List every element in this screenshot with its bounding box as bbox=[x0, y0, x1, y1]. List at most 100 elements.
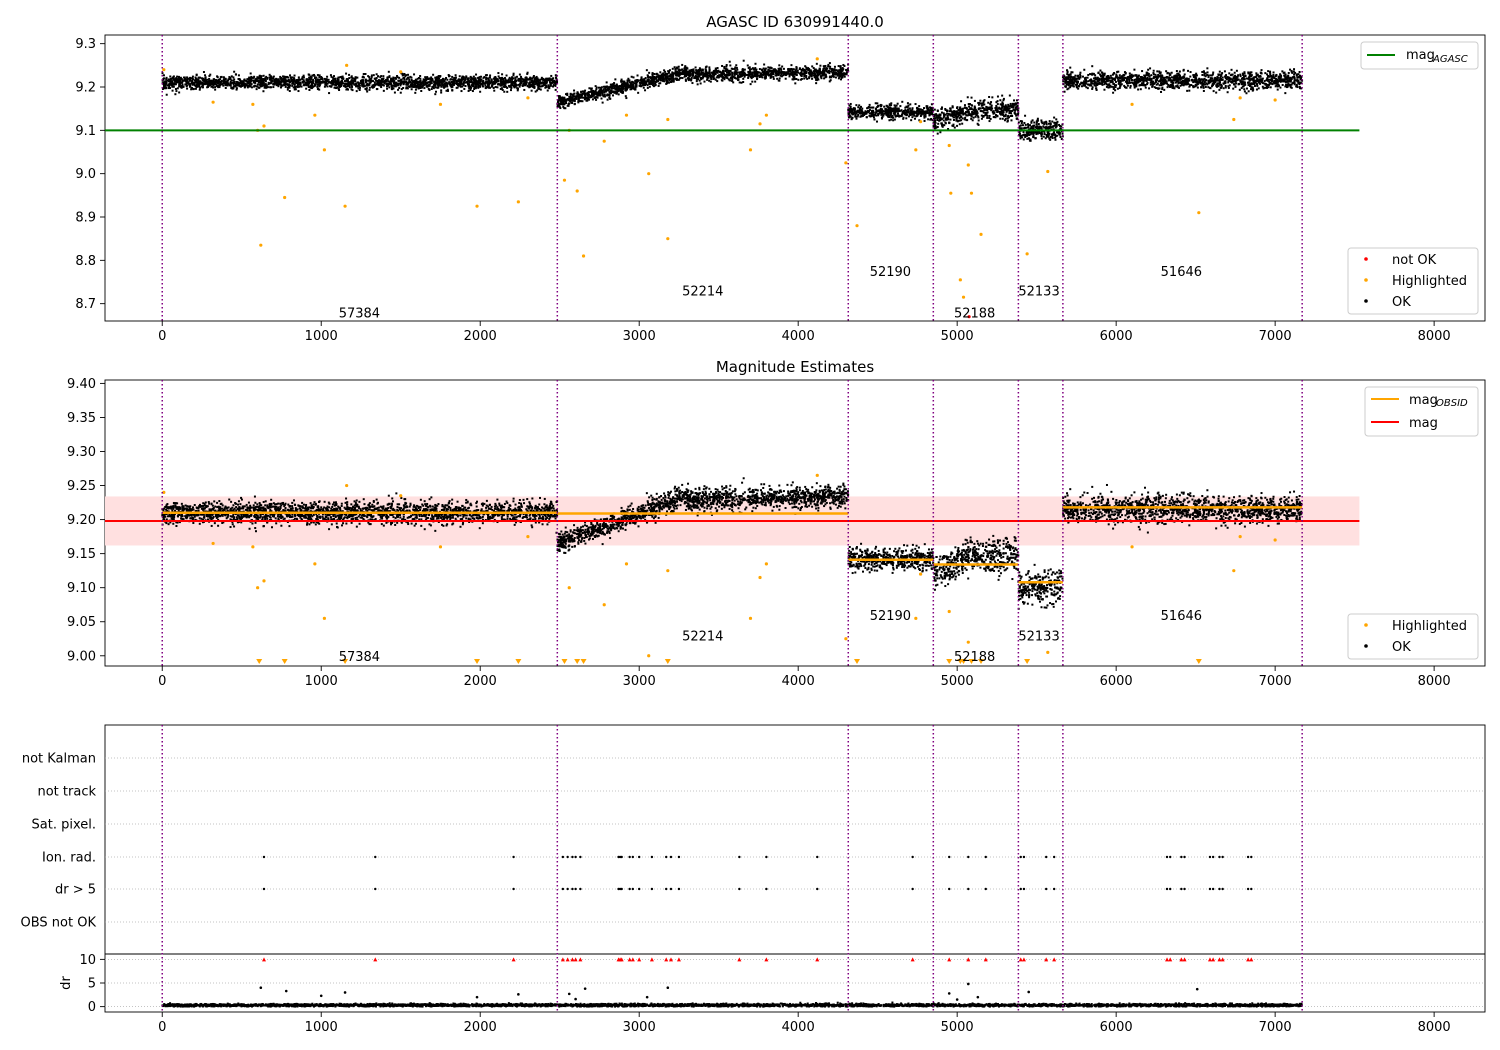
panel1-ok-point bbox=[472, 75, 475, 78]
panel1-ok-point bbox=[760, 68, 763, 71]
panel1-ok-point bbox=[988, 116, 991, 119]
panel1-ok-point bbox=[783, 71, 786, 74]
panel1-ok-point bbox=[262, 82, 265, 85]
panel1-ok-point bbox=[906, 111, 909, 114]
panel1-ok-point bbox=[501, 73, 504, 76]
panel1-ok-point bbox=[471, 90, 474, 93]
panel1-ok-point bbox=[536, 77, 539, 80]
panel1-ok-point bbox=[323, 80, 326, 83]
panel1-ok-point bbox=[1007, 105, 1010, 108]
panel1-ok-point bbox=[909, 103, 912, 106]
panel1-ok-point bbox=[701, 69, 704, 72]
panel1-ok-point bbox=[573, 97, 576, 100]
panel1-ok-point bbox=[920, 112, 923, 115]
panel1-ok-point bbox=[548, 85, 551, 88]
panel1-ok-point bbox=[907, 108, 910, 111]
panel1-ok-point bbox=[413, 79, 416, 82]
panel1-ok-point bbox=[467, 85, 470, 88]
panel1-ok-point bbox=[888, 114, 891, 117]
panel1-ok-point bbox=[880, 104, 883, 107]
panel1-ok-point bbox=[559, 99, 562, 102]
panel1-ok-point bbox=[977, 115, 980, 118]
panel1-ok-point bbox=[536, 83, 539, 86]
panel1-ok-point bbox=[688, 74, 691, 77]
panel1-ok-point bbox=[819, 72, 822, 75]
panel1-ok-point bbox=[835, 73, 838, 76]
panel1-ok-point bbox=[847, 63, 850, 66]
panel1-ok-point bbox=[330, 81, 333, 84]
panel1-ok-point bbox=[754, 67, 757, 70]
panel1-ok-point bbox=[187, 77, 190, 80]
panel1-ok-point bbox=[258, 86, 261, 89]
panel1-ok-point bbox=[269, 78, 272, 81]
panel1-ok-point bbox=[640, 76, 643, 79]
panel1-ok-point bbox=[396, 76, 399, 79]
panel1-ok-point bbox=[412, 80, 415, 83]
panel1-ok-point bbox=[666, 72, 669, 75]
panel1-ok-point bbox=[206, 80, 209, 83]
panel1-ok-point bbox=[713, 77, 716, 80]
panel1-ok-point bbox=[308, 77, 311, 80]
panel1-ok-point bbox=[861, 110, 864, 113]
panel1-ok-point bbox=[933, 120, 936, 123]
panel1-ok-point bbox=[872, 114, 875, 117]
panel1-ok-point bbox=[481, 83, 484, 86]
panel1-ok-point bbox=[1024, 114, 1027, 117]
panel1-ok-point bbox=[332, 77, 335, 80]
panel1-ok-point bbox=[560, 101, 563, 104]
panel1-ok-point bbox=[911, 116, 914, 119]
panel1-ok-point bbox=[433, 83, 436, 86]
panel1-ok-point bbox=[648, 82, 651, 85]
panel1-ok-point bbox=[900, 113, 903, 116]
panel1-ok-point bbox=[588, 87, 591, 90]
panel1-ok-point bbox=[886, 111, 889, 114]
panel1-ok-point bbox=[602, 88, 605, 91]
panel1-ok-point bbox=[880, 113, 883, 116]
panel1-ok-point bbox=[900, 109, 903, 112]
panel1-ok-point bbox=[177, 79, 180, 82]
panel1-ok-point bbox=[701, 71, 704, 74]
panel1-ok-point bbox=[212, 84, 215, 87]
panel1-ok-point bbox=[892, 107, 895, 110]
panel1-ok-point bbox=[408, 78, 411, 81]
panel1-ok-point bbox=[345, 72, 348, 75]
panel1-ok-point bbox=[769, 76, 772, 79]
panel1-ok-point bbox=[265, 86, 268, 89]
panel1-ok-point bbox=[907, 115, 910, 118]
panel1-ok-point bbox=[489, 74, 492, 77]
panel1-ok-point bbox=[478, 81, 481, 84]
panel1-ok-point bbox=[676, 72, 679, 75]
panel1-ok-point bbox=[496, 78, 499, 81]
panel1-ok-point bbox=[564, 101, 567, 104]
panel1-ok-point bbox=[683, 75, 686, 78]
panel1-ok-point bbox=[740, 73, 743, 76]
panel1-ok-point bbox=[174, 83, 177, 86]
panel1-ok-point bbox=[678, 74, 681, 77]
panel1-ok-point bbox=[801, 69, 804, 72]
panel1-ok-point bbox=[449, 78, 452, 81]
panel1-ok-point bbox=[592, 94, 595, 97]
panel1-ok-point bbox=[482, 79, 485, 82]
panel1-ok-point bbox=[850, 117, 853, 120]
panel1-ok-point bbox=[936, 125, 939, 128]
panel1-ok-point bbox=[626, 79, 629, 82]
panel1-ok-point bbox=[777, 74, 780, 77]
panel1-ok-point bbox=[525, 79, 528, 82]
panel1-ok-point bbox=[419, 81, 422, 84]
panel1-ok-point bbox=[620, 84, 623, 87]
panel1-ok-point bbox=[385, 82, 388, 85]
panel1-ok-point bbox=[464, 78, 467, 81]
panel1-ok-point bbox=[434, 90, 437, 93]
panel1-ok-point bbox=[284, 80, 287, 83]
panel1-ok-point bbox=[301, 80, 304, 83]
panel1-ok-point bbox=[282, 75, 285, 78]
panel1-ok-point bbox=[799, 78, 802, 81]
panel1-ok-point bbox=[502, 83, 505, 86]
panel1-ok-point bbox=[410, 83, 413, 86]
panel1-ok-point bbox=[1006, 117, 1009, 120]
panel1-ok-point bbox=[791, 69, 794, 72]
panel1-ok-point bbox=[429, 77, 432, 80]
panel1-ok-point bbox=[380, 78, 383, 81]
panel1-ok-point bbox=[955, 111, 958, 114]
panel1-ok-point bbox=[1021, 124, 1024, 127]
